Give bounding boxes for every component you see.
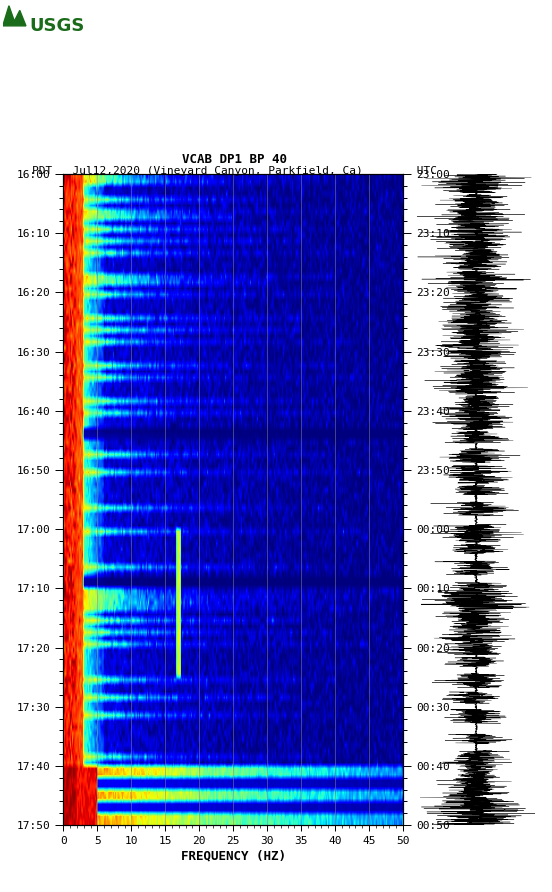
X-axis label: FREQUENCY (HZ): FREQUENCY (HZ) bbox=[181, 850, 286, 863]
Polygon shape bbox=[3, 5, 26, 26]
Text: PDT   Jul12,2020 (Vineyard Canyon, Parkfield, Ca)        UTC: PDT Jul12,2020 (Vineyard Canyon, Parkfie… bbox=[32, 166, 437, 176]
Text: VCAB DP1 BP 40: VCAB DP1 BP 40 bbox=[182, 153, 287, 166]
Text: USGS: USGS bbox=[30, 17, 85, 35]
